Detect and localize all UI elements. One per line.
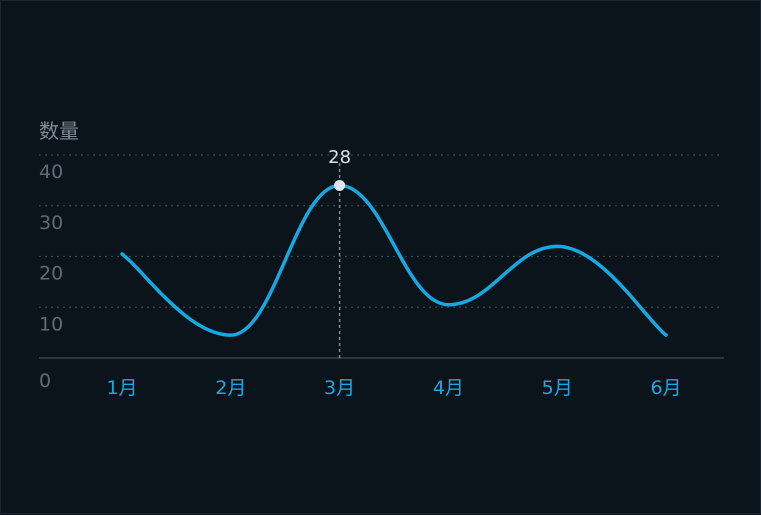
y-tick-label-10: 10 — [39, 313, 63, 335]
y-tick-labels: 0 10 20 30 40 — [39, 161, 63, 392]
x-tick-label-6: 6月 — [650, 377, 681, 399]
highlight-point[interactable] — [334, 179, 346, 191]
highlight-value-label: 28 — [328, 147, 351, 168]
y-tick-label-40: 40 — [39, 161, 63, 183]
series-line[interactable] — [120, 183, 668, 337]
x-tick-label-5: 5月 — [542, 377, 573, 399]
x-tick-label-2: 2月 — [215, 377, 246, 399]
y-tick-label-30: 30 — [39, 212, 63, 234]
y-tick-label-0: 0 — [39, 370, 51, 392]
y-axis-label: 数量 — [39, 119, 79, 143]
x-tick-label-3: 3月 — [324, 377, 355, 399]
y-tick-label-20: 20 — [39, 263, 63, 285]
x-tick-labels: 1月 2月 3月 4月 5月 6月 — [106, 377, 681, 399]
x-tick-label-4: 4月 — [433, 377, 464, 399]
x-tick-label-1: 1月 — [106, 377, 137, 399]
